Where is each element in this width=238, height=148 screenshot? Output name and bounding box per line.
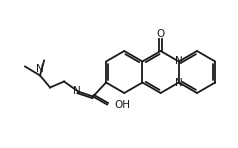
Text: N: N: [175, 78, 183, 88]
Text: N: N: [36, 64, 44, 74]
Text: N: N: [175, 56, 183, 66]
Text: O: O: [157, 29, 165, 39]
Text: OH: OH: [114, 99, 130, 110]
Text: N: N: [73, 86, 81, 95]
